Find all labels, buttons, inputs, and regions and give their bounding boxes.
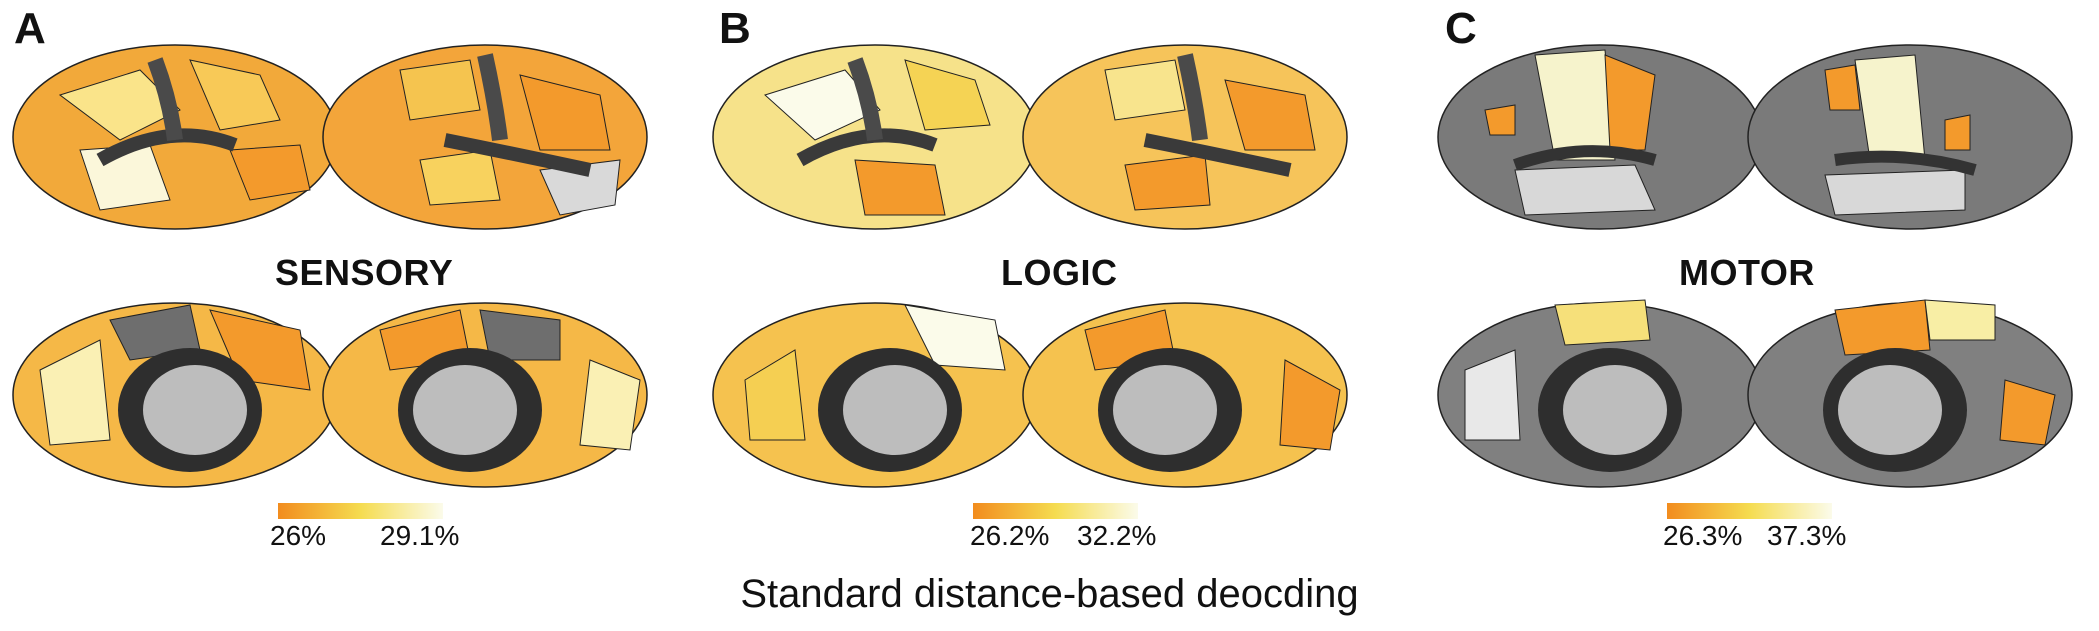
- figure-caption: Standard distance-based deocding: [740, 572, 1359, 616]
- task-title: MOTOR: [1679, 252, 1815, 293]
- panel-c: C MOTOR 26.3% 37.3%: [1405, 0, 2099, 560]
- colorbar-min-label: 26.2%: [970, 520, 1050, 551]
- colorbar-min-label: 26%: [270, 520, 327, 551]
- brain-surface-maps: [1437, 44, 2073, 488]
- brain-surface-maps: [12, 44, 648, 488]
- panel-b: B LOGIC 26.2% 32.2%: [705, 0, 1405, 560]
- task-title: SENSORY: [275, 252, 454, 293]
- colorbar-max-label: 32.2%: [1077, 520, 1157, 551]
- colorbar-max-label: 37.3%: [1767, 520, 1847, 551]
- colorbar: [973, 503, 1138, 519]
- panel-letter: A: [14, 4, 46, 53]
- brain-surface-maps: [712, 44, 1348, 488]
- colorbar: [1667, 503, 1832, 519]
- panel-letter: B: [719, 4, 751, 53]
- panel-letter: C: [1445, 4, 1477, 53]
- colorbar-min-label: 26.3%: [1663, 520, 1743, 551]
- panel-a: A SENSORY 26% 29.1%: [0, 0, 700, 560]
- task-title: LOGIC: [1001, 252, 1118, 293]
- colorbar: [278, 503, 443, 519]
- colorbar-max-label: 29.1%: [380, 520, 460, 551]
